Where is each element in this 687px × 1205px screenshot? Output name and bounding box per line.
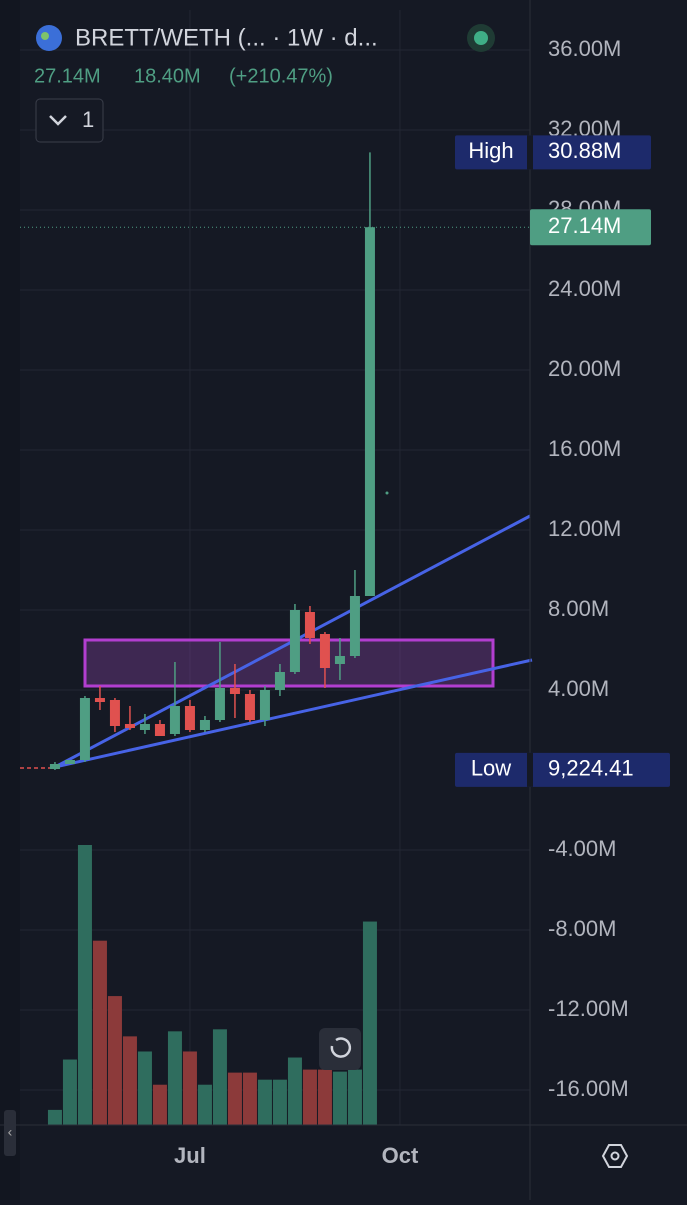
candle-body <box>229 688 240 694</box>
indicator-toggle[interactable] <box>35 98 104 143</box>
candle-body <box>214 688 225 720</box>
grid <box>20 10 530 1125</box>
candle-body <box>169 706 180 734</box>
settings-icon-center <box>610 1151 620 1161</box>
reset-icon <box>330 1037 352 1058</box>
y-tick-label: 36.00M <box>548 36 621 61</box>
volume-bar <box>287 1057 302 1125</box>
reset-button[interactable] <box>319 1028 361 1070</box>
low_marker-tag-value: 9,224.41 <box>548 756 634 781</box>
y-tick-label: -12.00M <box>548 996 629 1021</box>
candle-body <box>319 634 330 668</box>
volume-bar <box>182 1051 197 1125</box>
x-tick-label: Oct <box>382 1143 419 1168</box>
symbol-icon-face <box>41 32 49 40</box>
chevron <box>49 115 67 126</box>
y-tick-label: 16.00M <box>548 436 621 461</box>
candle-body <box>79 698 90 760</box>
volume-bar <box>62 1059 77 1125</box>
volume-bar <box>347 1069 362 1125</box>
side-toggle[interactable] <box>4 1110 16 1156</box>
y-tick-label: 24.00M <box>548 276 621 301</box>
volume-bar <box>47 1109 62 1125</box>
candle-body <box>289 610 300 672</box>
volume-bar <box>302 1069 317 1125</box>
settings-icon[interactable] <box>601 1144 629 1168</box>
candle-body <box>94 698 105 702</box>
volume-bar <box>122 1036 137 1125</box>
candle-body <box>124 724 135 728</box>
symbol-icon <box>36 25 62 51</box>
candle-body <box>154 724 165 736</box>
indicator-count: 1 <box>82 107 94 132</box>
y-tick-label: 20.00M <box>548 356 621 381</box>
last-value: 27.14M <box>34 65 101 87</box>
left-strip <box>0 0 20 1200</box>
last-price-label: 27.14M <box>548 213 621 238</box>
high_marker-tag-value: 30.88M <box>548 138 621 163</box>
candle-body <box>259 690 270 720</box>
volume-bar <box>77 845 92 1125</box>
candle-body <box>184 706 195 730</box>
volume-bar <box>362 921 377 1125</box>
y-tick-label: -8.00M <box>548 916 616 941</box>
candle-body <box>139 724 150 730</box>
last-price-box <box>530 209 651 246</box>
low_marker-tag-name: Low <box>471 756 511 781</box>
x-tick-label: Jul <box>174 1143 206 1168</box>
symbol-title[interactable]: BRETT/WETH (... · 1W · d... <box>75 24 378 51</box>
candle-body <box>64 760 75 764</box>
range-box <box>83 638 495 688</box>
volume-bar <box>272 1079 287 1125</box>
volume-bar <box>167 1031 182 1125</box>
y-tick-label: 4.00M <box>548 676 609 701</box>
low_marker-tag-box <box>455 752 670 787</box>
candle-body <box>349 596 360 656</box>
status-dot <box>474 31 488 45</box>
candle-body <box>364 227 375 596</box>
candle-body <box>304 612 315 638</box>
high_marker-tag-name: High <box>468 138 513 163</box>
volume-bar <box>242 1072 257 1125</box>
candles-layer <box>49 152 375 770</box>
candle-body <box>244 694 255 720</box>
candle-body <box>49 764 60 769</box>
y-tick-label: -4.00M <box>548 836 616 861</box>
candle-body <box>334 656 345 664</box>
volume-bar <box>137 1051 152 1125</box>
change-value: 18.40M <box>134 65 201 87</box>
candle-body <box>199 720 210 730</box>
volume-bar <box>212 1029 227 1125</box>
y-tick-label: -16.00M <box>548 1076 629 1101</box>
trend-line-lower <box>54 658 533 769</box>
volume-bar <box>92 940 107 1125</box>
y-tick-label: 8.00M <box>548 596 609 621</box>
volume-bar <box>107 996 122 1125</box>
candle-body <box>109 700 120 726</box>
volume-bar <box>227 1072 242 1125</box>
change-percent: (+210.47%) <box>229 65 333 87</box>
y-tick-label: 12.00M <box>548 516 621 541</box>
side-toggle-icon: ‹ <box>8 1124 13 1140</box>
volume-bar <box>197 1084 212 1125</box>
volume-bar <box>317 1069 332 1125</box>
volume-bar <box>332 1071 347 1125</box>
volume-layer <box>47 845 377 1125</box>
candle-body <box>274 672 285 690</box>
volume-bar <box>257 1079 272 1125</box>
volume-bar <box>152 1084 167 1125</box>
dot <box>385 491 389 495</box>
high_marker-tag-box <box>455 135 651 170</box>
